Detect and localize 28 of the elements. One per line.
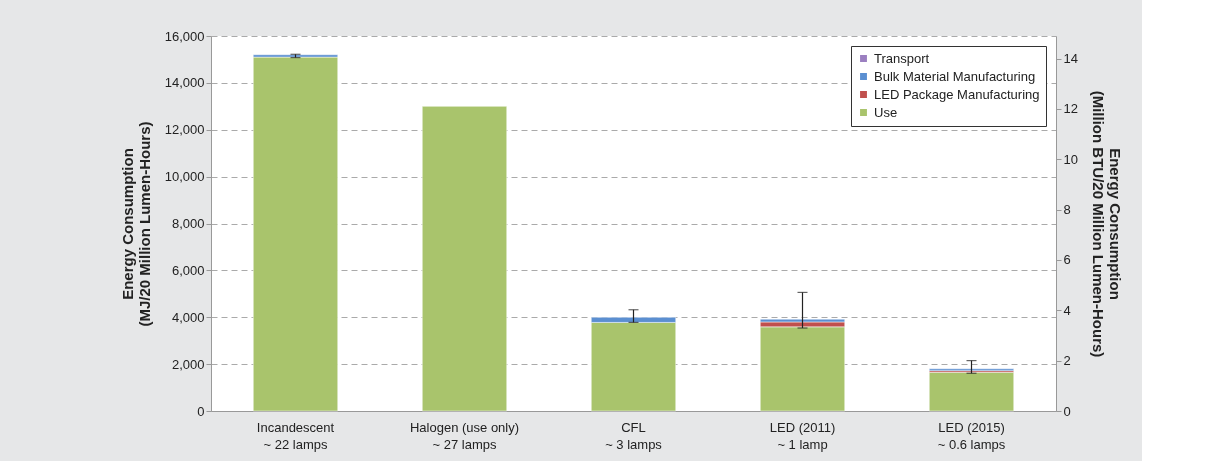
y-tick-label: 2,000 — [171, 356, 205, 372]
y2-tick-label: 8 — [1063, 202, 1071, 218]
y2-tick-label: 14 — [1063, 51, 1078, 67]
x-tick-label: LED (2015) ~ 0.6 lamps — [937, 419, 1006, 452]
y2-tick-label: 4 — [1063, 302, 1071, 318]
y-axis-title: Energy Consumption (MJ/20 Million Lumen-Hours) — [118, 121, 153, 327]
y-tick-label: 12,000 — [164, 122, 205, 138]
y-tick-label: 8,000 — [171, 216, 205, 231]
x-tick-label: Incandescent ~ 22 lamps — [256, 419, 335, 452]
y2-tick-label: 6 — [1063, 252, 1071, 268]
x-tick-label: LED (2011) ~ 1 lamp — [769, 419, 836, 452]
legend-label: Transport — [874, 50, 930, 66]
x-tick-label: Halogen (use only) ~ 27 lamps — [409, 419, 520, 452]
y2-tick-label: 0 — [1063, 403, 1071, 419]
y-tick-label: 6,000 — [171, 262, 205, 278]
y-tick-label: 10,000 — [164, 169, 205, 185]
y-tick-label: 16,000 — [164, 28, 205, 44]
y2-tick-label: 2 — [1063, 353, 1071, 369]
y-tick-label: 0 — [197, 403, 205, 419]
legend-label: Use — [874, 104, 898, 120]
y2-tick-label: 10 — [1063, 151, 1078, 167]
y2-tick-label: 12 — [1063, 101, 1078, 117]
y2-axis-title: Energy Consumption (Million BTU/20 Million Lumen-Hours) — [1089, 90, 1124, 358]
y-tick-label: 4,000 — [171, 309, 205, 325]
y-tick-label: 14,000 — [164, 75, 205, 91]
x-tick-label: CFL ~ 3 lamps — [605, 419, 663, 452]
legend-label: Bulk Material Manufacturing — [874, 68, 1036, 84]
legend-label: LED Package Manufacturing — [874, 86, 1040, 102]
